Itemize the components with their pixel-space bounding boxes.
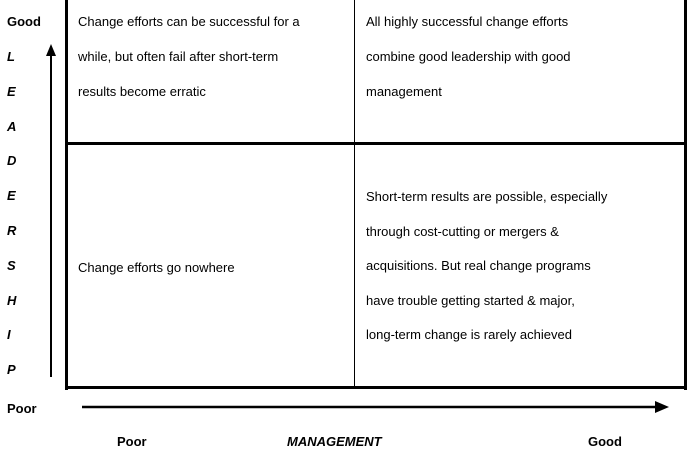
quadrant-text-line: while, but often fail after short-term [78, 49, 279, 64]
y-axis-title-letter: I [7, 327, 11, 343]
quadrant-text-line: All highly successful change efforts [366, 14, 569, 29]
x-axis-poor-label: Poor [117, 434, 147, 449]
quadrant-bottom-left: Change efforts go nowhere [78, 250, 235, 285]
quadrant-text-line: acquisitions. But real change programs [366, 258, 591, 273]
x-axis-arrow [82, 401, 669, 413]
y-axis-poor-label: Poor [7, 401, 37, 416]
y-axis-good-label: Good [7, 14, 41, 29]
grid-right-border [684, 0, 687, 390]
quadrant-bottom-right: Short-term results are possible, especia… [366, 180, 607, 353]
y-axis-title-letter: E [7, 83, 16, 99]
y-axis-title-letter: D [7, 153, 17, 169]
x-axis-good-label: Good [588, 434, 622, 449]
quadrant-text-line: Change efforts can be successful for a [78, 14, 300, 29]
quadrant-text-line: combine good leadership with good [366, 49, 571, 64]
y-axis-title-letter: A [7, 118, 17, 134]
y-axis-title-letter: L [7, 49, 15, 64]
y-axis-title-letter: H [7, 292, 17, 308]
grid-middle-horizontal [65, 142, 687, 145]
quadrant-text-line: Change efforts go nowhere [78, 260, 235, 275]
y-axis-title-letter: E [7, 188, 16, 204]
quadrant-text-line: management [366, 84, 442, 99]
quadrant-text-line: Short-term results are possible, especia… [366, 189, 608, 204]
quadrant-top-right: All highly successful change efforts com… [366, 4, 571, 109]
quadrant-text-line: long-term change is rarely achieved [366, 327, 572, 342]
grid-bottom-border [65, 386, 687, 389]
quadrant-text-line: have trouble getting started & major, [366, 292, 575, 308]
grid-left-border [65, 0, 68, 390]
y-axis-arrow [46, 44, 56, 377]
y-axis-title-letter: S [7, 257, 16, 273]
quadrant-text-line: through cost-cutting or mergers & [366, 223, 559, 239]
y-axis-title-letter: P [7, 362, 16, 378]
grid-middle-vertical [354, 0, 355, 388]
quadrant-top-left: Change efforts can be successful for a w… [78, 4, 300, 109]
y-axis-title-letter: R [7, 223, 17, 238]
x-axis-title: MANAGEMENT [287, 434, 382, 449]
quadrant-text-line: results become erratic [78, 84, 206, 99]
